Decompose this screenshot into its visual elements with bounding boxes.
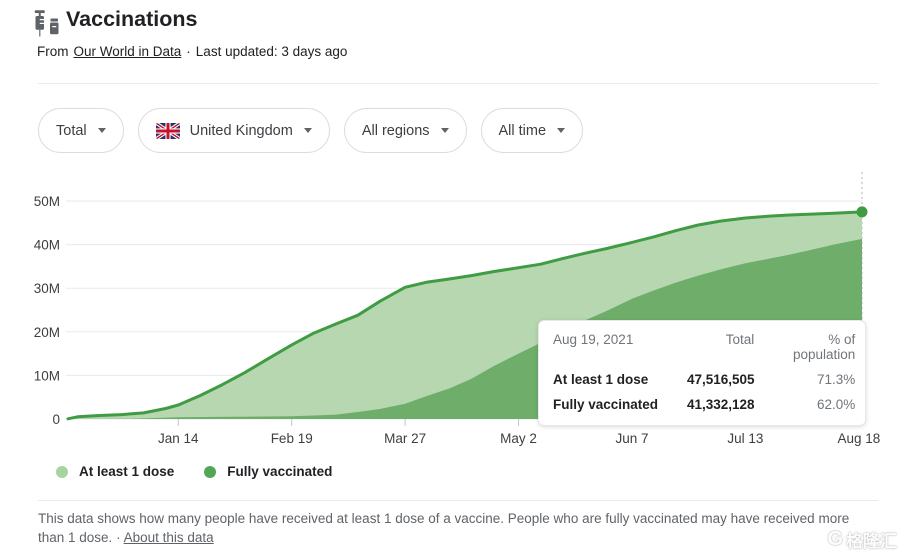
svg-text:40M: 40M [34, 238, 60, 253]
source-link[interactable]: Our World in Data [73, 44, 182, 59]
svg-text:30M: 30M [34, 281, 60, 296]
tooltip-col-total: Total [725, 332, 755, 347]
legend-dot-dark-green [204, 465, 217, 478]
chevron-down-icon [440, 128, 449, 133]
page-title: Vaccinations [66, 7, 198, 31]
tooltip-row-pct: 71.3% [817, 372, 856, 387]
svg-text:Mar 27: Mar 27 [384, 431, 426, 446]
svg-text:Jan 14: Jan 14 [158, 431, 199, 446]
svg-text:Feb 19: Feb 19 [271, 431, 313, 446]
chart-legend: At least 1 dose Fully vaccinated [56, 464, 332, 479]
filter-time-dropdown[interactable]: All time [480, 108, 584, 153]
svg-text:May 2: May 2 [500, 431, 537, 446]
last-updated: Last updated: 3 days ago [195, 44, 348, 59]
dot-separator: · [116, 530, 121, 545]
footer-text: This data shows how many people have rec… [38, 511, 850, 545]
filter-total-dropdown[interactable]: Total [38, 108, 124, 153]
svg-text:Jun 7: Jun 7 [615, 431, 648, 446]
footer-note: This data shows how many people have rec… [38, 509, 856, 547]
tooltip-col-pct: % of population [793, 332, 856, 362]
tooltip-row-pct: 62.0% [817, 397, 856, 412]
svg-text:10M: 10M [34, 368, 60, 383]
footer-divider [38, 500, 878, 501]
legend-item-fully: Fully vaccinated [204, 464, 332, 479]
tooltip-date: Aug 19, 2021 [553, 332, 634, 347]
header-divider [38, 83, 878, 84]
tooltip-row-label: At least 1 dose [553, 372, 649, 387]
legend-label: Fully vaccinated [227, 464, 333, 479]
chevron-down-icon [303, 128, 312, 133]
legend-item-dose1: At least 1 dose [56, 464, 174, 479]
filter-country-dropdown[interactable]: United Kingdom [137, 108, 330, 153]
filter-total-label: Total [56, 122, 87, 139]
filter-bar: Total United Kingdom All regions All tim… [38, 108, 584, 153]
source-prefix: From [37, 44, 69, 59]
filter-regions-dropdown[interactable]: All regions [343, 108, 467, 153]
tooltip-row-total: 47,516,505 [687, 372, 755, 387]
filter-time-label: All time [498, 122, 547, 139]
dot-separator: · [186, 44, 191, 59]
uk-flag-icon [155, 122, 180, 139]
legend-label: At least 1 dose [79, 464, 175, 479]
filter-country-label: United Kingdom [189, 122, 293, 139]
svg-text:Aug 18: Aug 18 [837, 431, 880, 446]
chevron-down-icon [557, 128, 566, 133]
filter-regions-label: All regions [361, 122, 430, 139]
vaccine-syringe-icon [31, 9, 61, 39]
svg-text:20M: 20M [34, 325, 60, 340]
watermark-logo: G [827, 528, 843, 550]
chart-tooltip: Aug 19, 2021 Total % of population At le… [538, 320, 866, 426]
svg-text:50M: 50M [34, 194, 60, 209]
chevron-down-icon [97, 128, 106, 133]
gelonghui-watermark: G 格隆汇 [827, 527, 897, 552]
svg-text:0: 0 [52, 412, 60, 427]
tooltip-row-label: Fully vaccinated [553, 397, 659, 412]
svg-text:Jul 13: Jul 13 [727, 431, 763, 446]
tooltip-row-total: 41,332,128 [687, 397, 755, 412]
source-line: From Our World in Data · Last updated: 3… [37, 44, 347, 59]
watermark-text: 格隆汇 [846, 532, 897, 551]
about-this-data-link[interactable]: About this data [123, 530, 214, 545]
legend-dot-light-green [56, 465, 68, 478]
